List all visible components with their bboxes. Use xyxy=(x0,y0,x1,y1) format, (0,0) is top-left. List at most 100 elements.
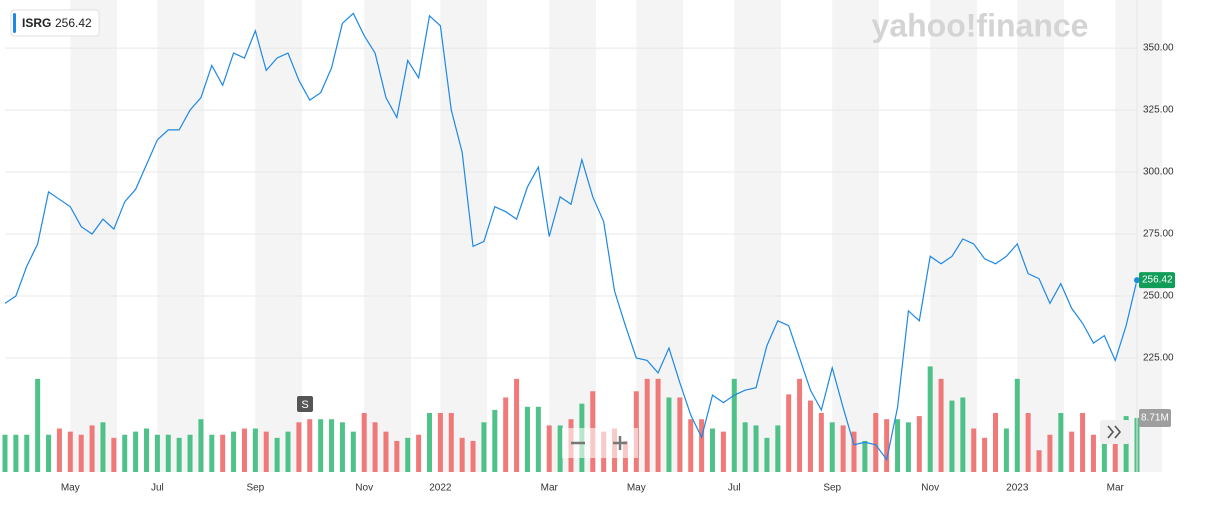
volume-bars xyxy=(2,366,1140,472)
volume-bar xyxy=(949,400,955,472)
volume-bar xyxy=(927,366,933,472)
volume-bar xyxy=(535,406,541,472)
volume-bar xyxy=(13,434,19,472)
volume-bar xyxy=(1036,450,1042,472)
volume-bar xyxy=(1123,416,1129,472)
volume-bar xyxy=(993,413,998,472)
x-tick-label: Nov xyxy=(355,483,373,494)
volume-bar xyxy=(372,422,378,472)
volume-bar xyxy=(546,425,552,472)
y-tick-label: 275.00 xyxy=(1143,229,1174,240)
volume-bar xyxy=(1047,434,1053,472)
legend-price: 256.42 xyxy=(55,16,92,30)
volume-bar xyxy=(231,431,237,472)
month-band xyxy=(440,0,488,472)
price-line-group xyxy=(4,12,1138,462)
grid xyxy=(5,47,1137,359)
volume-bar xyxy=(710,428,715,472)
volume-bar xyxy=(361,413,367,472)
volume-bar xyxy=(165,434,171,472)
volume-bar xyxy=(731,378,737,472)
volume-bar xyxy=(241,428,247,472)
volume-bar xyxy=(829,422,835,472)
volume-bar xyxy=(198,419,204,472)
volume-bar xyxy=(775,425,781,472)
event-marker-label[interactable]: S xyxy=(301,399,308,411)
volume-bar xyxy=(503,397,509,472)
volume-bar xyxy=(307,419,313,472)
volume-bar xyxy=(285,431,291,472)
month-band xyxy=(70,0,118,472)
volume-bar xyxy=(263,431,269,472)
x-tick-label: 2022 xyxy=(429,483,452,494)
y-tick-label: 325.00 xyxy=(1143,105,1174,116)
volume-bar xyxy=(862,440,868,472)
volume-bar xyxy=(677,397,683,472)
expand-icon[interactable] xyxy=(1107,425,1122,439)
volume-bar xyxy=(971,428,977,472)
volume-bar xyxy=(154,434,160,472)
volume-bar xyxy=(807,400,813,472)
event-marker-box[interactable] xyxy=(297,396,313,412)
volume-bar xyxy=(884,419,890,472)
legend: ISRG 256.42 xyxy=(10,9,100,37)
price-tag-bg xyxy=(1139,272,1175,289)
x-tick-label: May xyxy=(61,483,80,494)
volume-bar xyxy=(786,394,792,472)
volume-bar xyxy=(1025,413,1031,472)
volume-bar xyxy=(383,431,389,472)
volume-bar xyxy=(176,437,182,472)
expand-button[interactable] xyxy=(1100,420,1130,444)
zoom-in[interactable] xyxy=(613,436,627,450)
volume-bar xyxy=(394,440,400,472)
volume-bar xyxy=(688,419,694,472)
x-tick-label: Jul xyxy=(728,483,741,494)
month-band xyxy=(930,0,977,472)
volume-bar xyxy=(133,431,139,472)
y-tick-label: 300.00 xyxy=(1143,167,1174,178)
legend-ticker: ISRG xyxy=(22,16,51,30)
volume-bar xyxy=(720,431,726,472)
volume-bar xyxy=(1014,378,1020,472)
event-marker[interactable]: S xyxy=(297,396,313,412)
volume-bar xyxy=(1080,413,1086,472)
volume-bar xyxy=(448,413,454,472)
volume-bar xyxy=(699,419,705,472)
last-point xyxy=(1134,277,1140,284)
volume-bar xyxy=(938,378,944,472)
volume-bar xyxy=(481,422,487,472)
volume-bar xyxy=(753,425,759,472)
volume-bar xyxy=(2,434,8,472)
volume-bar xyxy=(1101,428,1107,472)
month-band xyxy=(734,0,782,472)
month-band xyxy=(1115,0,1163,472)
volume-bar xyxy=(405,437,411,472)
volume-bar xyxy=(274,437,280,472)
expand-bg[interactable] xyxy=(1100,420,1130,444)
volume-bar xyxy=(35,378,41,472)
month-bands xyxy=(70,0,1163,472)
volume-bar xyxy=(764,437,770,472)
volume-bar xyxy=(437,413,443,472)
volume-bar xyxy=(296,422,302,472)
volume-bar xyxy=(209,434,215,472)
volume-bar xyxy=(840,425,846,472)
volume-bar xyxy=(46,434,52,472)
volume-bar xyxy=(329,419,335,472)
x-tick-label: May xyxy=(627,483,646,494)
volume-bar xyxy=(873,413,879,472)
volume-bar xyxy=(742,422,748,472)
volume-bar xyxy=(1112,434,1118,472)
month-band xyxy=(157,0,205,472)
volume-bar xyxy=(187,434,193,472)
volume-bar xyxy=(350,431,356,472)
volume-bar xyxy=(1090,434,1096,472)
volume-bar xyxy=(666,397,672,472)
month-band xyxy=(255,0,303,472)
y-tick-label: 350.00 xyxy=(1143,43,1174,54)
volume-bar xyxy=(982,437,988,472)
volume-bar xyxy=(56,428,62,472)
volume-bar xyxy=(24,434,30,472)
zoom-controls xyxy=(562,428,638,458)
